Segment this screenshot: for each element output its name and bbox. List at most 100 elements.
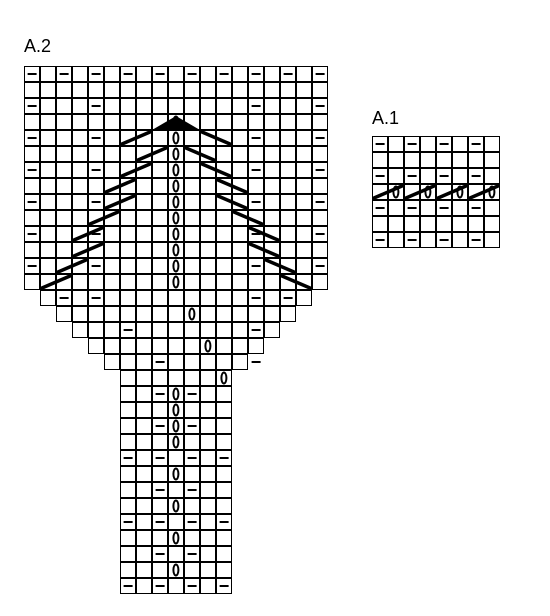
grid-cell xyxy=(296,114,312,130)
grid-cell xyxy=(264,274,280,290)
grid-cell xyxy=(296,178,312,194)
purl-dash xyxy=(188,521,197,523)
grid-cell xyxy=(40,162,56,178)
grid-cell xyxy=(168,306,184,322)
grid-cell xyxy=(40,178,56,194)
grid-cell xyxy=(280,306,296,322)
grid-cell xyxy=(200,162,216,178)
grid-cell xyxy=(312,210,328,226)
grid-cell xyxy=(120,194,136,210)
grid-cell xyxy=(280,146,296,162)
purl-dash xyxy=(188,585,197,587)
purl-dash xyxy=(440,239,449,241)
purl-dash xyxy=(316,169,325,171)
grid-cell xyxy=(200,354,216,370)
grid-cell xyxy=(216,402,232,418)
grid-cell xyxy=(104,114,120,130)
purl-dash xyxy=(252,297,261,299)
grid-cell xyxy=(280,162,296,178)
grid-cell xyxy=(296,194,312,210)
grid-cell xyxy=(216,146,232,162)
grid-cell xyxy=(216,98,232,114)
grid-cell xyxy=(200,562,216,578)
grid-cell xyxy=(264,226,280,242)
grid-cell xyxy=(88,274,104,290)
grid-cell xyxy=(248,114,264,130)
grid-cell xyxy=(200,130,216,146)
grid-cell xyxy=(56,114,72,130)
grid-cell xyxy=(264,66,280,82)
grid-cell xyxy=(72,210,88,226)
grid-cell xyxy=(40,274,56,290)
grid-cell xyxy=(136,418,152,434)
purl-dash xyxy=(472,207,481,209)
grid-cell xyxy=(248,306,264,322)
grid-cell xyxy=(216,210,232,226)
purl-dash xyxy=(92,297,101,299)
grid-cell xyxy=(120,498,136,514)
grid-cell xyxy=(280,82,296,98)
purl-dash xyxy=(284,73,293,75)
grid-cell xyxy=(264,322,280,338)
grid-cell xyxy=(104,338,120,354)
grid-cell xyxy=(200,82,216,98)
grid-cell xyxy=(296,66,312,82)
grid-cell xyxy=(136,338,152,354)
grid-cell xyxy=(120,98,136,114)
grid-cell xyxy=(200,178,216,194)
purl-dash xyxy=(92,201,101,203)
grid-cell xyxy=(168,578,184,594)
grid-cell xyxy=(104,258,120,274)
grid-cell xyxy=(120,466,136,482)
grid-cell xyxy=(152,98,168,114)
purl-dash xyxy=(156,489,165,491)
grid-cell xyxy=(24,242,40,258)
grid-cell xyxy=(184,402,200,418)
purl-dash xyxy=(92,169,101,171)
grid-cell xyxy=(420,200,436,216)
purl-dash xyxy=(156,457,165,459)
purl-dash xyxy=(28,169,37,171)
grid-cell xyxy=(232,354,248,370)
purl-dash xyxy=(440,143,449,145)
grid-cell xyxy=(232,290,248,306)
purl-dash xyxy=(316,201,325,203)
grid-cell xyxy=(56,258,72,274)
grid-cell xyxy=(120,178,136,194)
grid-cell xyxy=(484,168,500,184)
grid-cell xyxy=(120,258,136,274)
grid-cell xyxy=(484,216,500,232)
grid-cell xyxy=(40,146,56,162)
grid-cell xyxy=(184,130,200,146)
grid-cell xyxy=(312,274,328,290)
purl-dash xyxy=(376,143,385,145)
purl-dash xyxy=(92,105,101,107)
grid-cell xyxy=(72,258,88,274)
grid-cell xyxy=(312,114,328,130)
grid-cell xyxy=(216,498,232,514)
purl-dash xyxy=(92,233,101,235)
grid-cell xyxy=(136,98,152,114)
grid-cell xyxy=(136,274,152,290)
grid-cell xyxy=(280,274,296,290)
grid-cell xyxy=(232,146,248,162)
grid-cell xyxy=(152,402,168,418)
grid-cell xyxy=(152,370,168,386)
grid-cell xyxy=(40,226,56,242)
grid-cell xyxy=(484,136,500,152)
grid-cell xyxy=(200,210,216,226)
grid-cell xyxy=(72,98,88,114)
grid-cell xyxy=(420,136,436,152)
grid-cell xyxy=(152,338,168,354)
grid-cell xyxy=(168,82,184,98)
grid-cell xyxy=(184,530,200,546)
grid-cell xyxy=(200,418,216,434)
grid-cell xyxy=(136,290,152,306)
purl-dash xyxy=(252,73,261,75)
grid-cell xyxy=(152,130,168,146)
purl-dash xyxy=(124,521,133,523)
grid-cell xyxy=(200,530,216,546)
grid-cell xyxy=(312,146,328,162)
purl-dash xyxy=(156,521,165,523)
grid-cell xyxy=(104,354,120,370)
